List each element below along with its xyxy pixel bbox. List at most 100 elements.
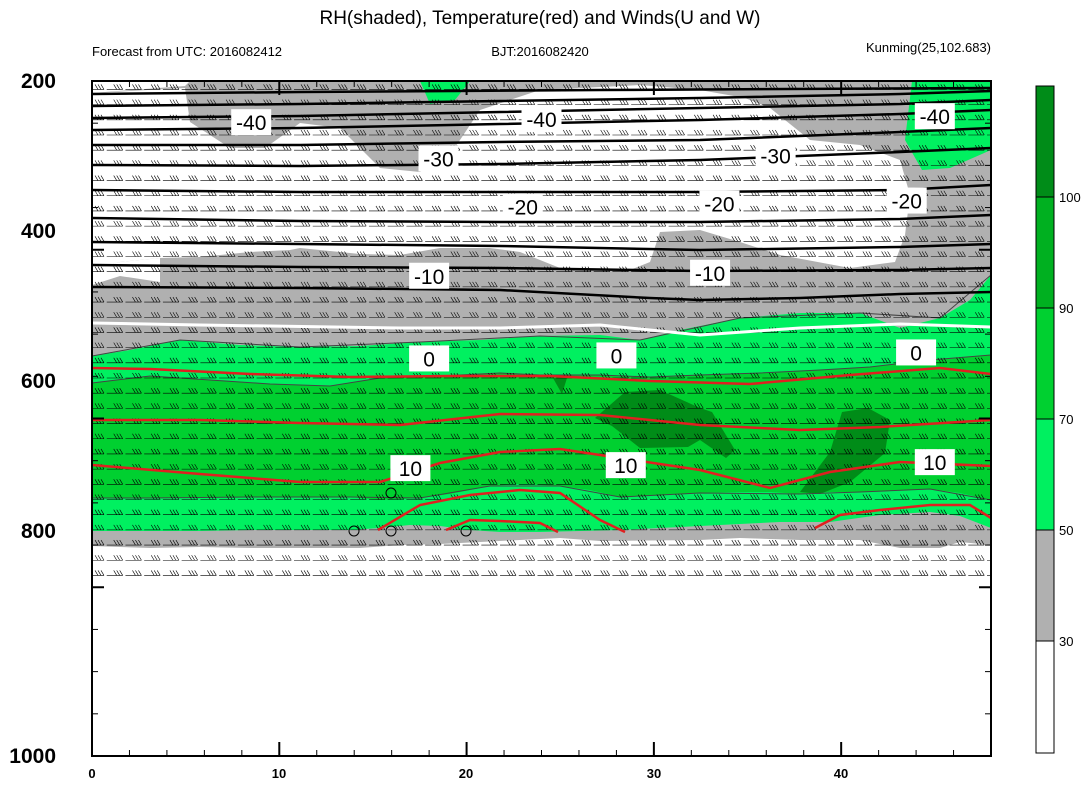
wind-barb [88, 555, 104, 560]
contour-label: -30 [418, 145, 458, 171]
wind-barb [219, 570, 235, 575]
wind-barb [369, 555, 385, 560]
contour-label-text: -20 [508, 197, 538, 220]
wind-barb [781, 570, 797, 575]
wind-barb [238, 555, 254, 560]
wind-barb [875, 555, 891, 560]
contour-label: -40 [915, 103, 955, 129]
wind-barb [238, 570, 254, 575]
wind-barb [912, 570, 928, 575]
wind-barb [612, 555, 628, 560]
wind-barb [125, 555, 141, 560]
wind-barb [481, 555, 497, 560]
wind-barb [762, 570, 778, 575]
wind-barb [631, 555, 647, 560]
contour-label: -30 [756, 142, 796, 168]
wind-barb [388, 555, 404, 560]
wind-barb [556, 555, 572, 560]
wind-barb [762, 555, 778, 560]
wind-barb [744, 570, 760, 575]
wind-barb [406, 570, 422, 575]
wind-barb [875, 570, 891, 575]
y-tick-label: 400 [21, 220, 56, 243]
contour-label: -10 [690, 260, 730, 286]
subtitle-center: BJT:2016082420 [491, 44, 589, 59]
wind-barb [893, 555, 909, 560]
wind-barb [594, 570, 610, 575]
wind-barb [818, 570, 834, 575]
wind-barb [463, 570, 479, 575]
wind-barb [481, 570, 497, 575]
wind-barb [538, 555, 554, 560]
wind-barb [968, 555, 984, 560]
colorbar-box-5 [1036, 86, 1054, 197]
contour-label: 0 [596, 342, 636, 368]
contour-label-text: -10 [414, 266, 444, 289]
wind-barb [444, 570, 460, 575]
y-tick-label: 200 [21, 70, 56, 93]
wind-barb [687, 570, 703, 575]
contour-label: 10 [390, 455, 430, 481]
contour-label-text: -20 [892, 191, 922, 214]
wind-barb [725, 555, 741, 560]
wind-barb [837, 540, 853, 545]
wind-barb [594, 555, 610, 560]
wind-barb [725, 570, 741, 575]
wind-barb [950, 570, 966, 575]
wind-barb [781, 540, 797, 545]
wind-barb [968, 570, 984, 575]
wind-barb [313, 555, 329, 560]
wind-barb [388, 570, 404, 575]
contour-label: -20 [503, 194, 543, 220]
contour-label: 10 [915, 449, 955, 475]
wind-barb [837, 555, 853, 560]
wind-barb [463, 555, 479, 560]
contour-label-text: -30 [760, 145, 790, 168]
wind-barb [669, 570, 685, 575]
wind-barb [631, 540, 647, 545]
wind-barb [781, 555, 797, 560]
wind-barb [519, 555, 535, 560]
wind-barb [257, 570, 273, 575]
wind-barb [500, 570, 516, 575]
wind-barb [837, 570, 853, 575]
wind-barb [687, 555, 703, 560]
wind-barb [519, 540, 535, 545]
x-tick-label: 20 [459, 766, 473, 781]
wind-barb [125, 84, 141, 89]
wind-barb [575, 540, 591, 545]
contour-label: 0 [896, 339, 936, 365]
wind-barb [144, 555, 160, 560]
wind-barb [650, 555, 666, 560]
wind-barb [800, 555, 816, 560]
contour-label: -10 [409, 263, 449, 289]
wind-barb [612, 570, 628, 575]
contour-label-text: -40 [920, 106, 950, 129]
colorbar: 30 50 70 90 100 [1036, 86, 1081, 753]
wind-barb [350, 555, 366, 560]
wind-barb [650, 570, 666, 575]
wind-barb [856, 555, 872, 560]
wind-barb [631, 570, 647, 575]
contour-label-text: -20 [704, 194, 734, 217]
wind-barb [856, 540, 872, 545]
wind-barb [425, 570, 441, 575]
contour-label-text: 0 [423, 348, 435, 371]
subtitle-left: Forecast from UTC: 2016082412 [92, 44, 282, 59]
colorbar-label: 30 [1059, 634, 1073, 649]
wind-barb [800, 540, 816, 545]
y-tick-label: 1000 [9, 745, 56, 768]
wind-barb [762, 540, 778, 545]
wind-barb [856, 570, 872, 575]
wind-barb [706, 540, 722, 545]
contour-label: -20 [887, 188, 927, 214]
wind-barb [538, 570, 554, 575]
wind-barb [669, 540, 685, 545]
subtitle-right: Kunming(25,102.683) [866, 40, 991, 55]
wind-barb [650, 540, 666, 545]
wind-barb [369, 570, 385, 575]
wind-barb [818, 555, 834, 560]
wind-barb [107, 84, 123, 89]
contour-label-text: 0 [910, 342, 922, 365]
x-axis: 0 10 20 30 40 [88, 766, 848, 781]
